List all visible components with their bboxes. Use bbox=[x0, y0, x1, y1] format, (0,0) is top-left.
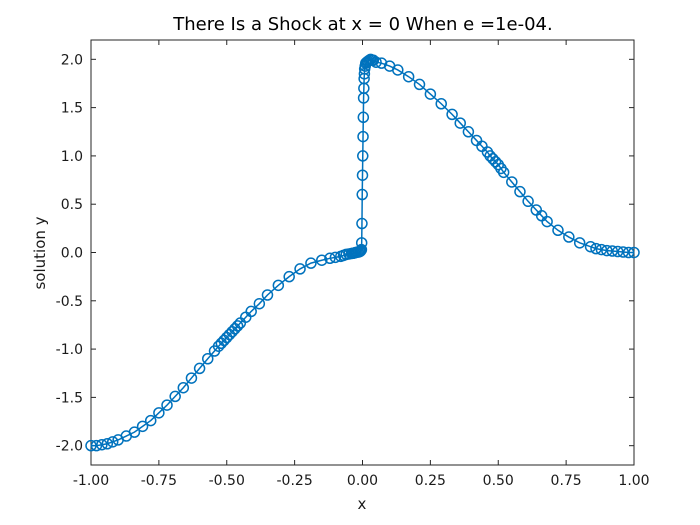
data-point bbox=[497, 166, 510, 179]
data-point bbox=[144, 414, 157, 427]
x-tick-label: 0.25 bbox=[415, 473, 446, 489]
data-point bbox=[305, 257, 317, 269]
y-tick-label: -2.0 bbox=[56, 439, 83, 455]
data-point bbox=[96, 438, 108, 451]
data-point bbox=[161, 399, 173, 411]
data-point bbox=[506, 176, 518, 188]
data-point bbox=[622, 246, 635, 259]
data-point bbox=[355, 243, 368, 256]
data-point bbox=[584, 240, 597, 253]
data-point bbox=[177, 381, 190, 394]
y-tick-label: 0.5 bbox=[61, 197, 83, 213]
data-point bbox=[329, 251, 342, 264]
data-point bbox=[185, 372, 198, 384]
data-point bbox=[563, 231, 575, 243]
data-point bbox=[424, 88, 437, 100]
data-point bbox=[169, 390, 181, 403]
data-point bbox=[514, 185, 526, 198]
data-point bbox=[356, 169, 369, 181]
data-point bbox=[153, 407, 165, 419]
data-point bbox=[202, 353, 214, 365]
data-point bbox=[85, 439, 97, 452]
data-point bbox=[402, 70, 415, 83]
data-point bbox=[357, 130, 369, 143]
x-tick-label: 1.00 bbox=[618, 473, 649, 489]
data-point bbox=[573, 237, 586, 249]
data-point bbox=[106, 436, 119, 448]
data-point bbox=[324, 252, 336, 265]
data-point bbox=[357, 150, 369, 162]
data-point bbox=[128, 426, 141, 438]
data-point bbox=[611, 245, 624, 258]
data-point bbox=[101, 438, 114, 450]
data-point bbox=[316, 254, 328, 266]
data-point bbox=[272, 279, 285, 292]
series-line bbox=[91, 58, 634, 447]
series-layer bbox=[85, 53, 640, 452]
y-tick-label: -1.0 bbox=[56, 342, 83, 358]
data-point bbox=[245, 305, 257, 318]
data-point bbox=[355, 237, 368, 249]
x-tick-label: -0.25 bbox=[277, 473, 313, 489]
chart-title: There Is a Shock at x = 0 When e =1e-04. bbox=[172, 14, 552, 35]
data-point bbox=[231, 320, 244, 332]
data-point bbox=[454, 117, 466, 129]
y-axis-label: solution y bbox=[31, 216, 49, 289]
data-point bbox=[193, 362, 206, 375]
x-tick-label: -0.50 bbox=[209, 473, 245, 489]
data-point bbox=[541, 215, 553, 228]
y-tick-label: 2.0 bbox=[61, 52, 83, 68]
y-tick-label: -0.5 bbox=[56, 294, 83, 310]
data-point bbox=[358, 68, 371, 80]
data-point bbox=[595, 243, 608, 256]
data-point bbox=[253, 297, 266, 310]
data-point bbox=[283, 270, 295, 283]
data-point bbox=[435, 98, 447, 110]
y-tick-label: 1.5 bbox=[61, 101, 83, 117]
x-tick-label: 0.50 bbox=[483, 473, 514, 489]
x-tick-label: 0.75 bbox=[551, 473, 582, 489]
x-tick-label: 0.00 bbox=[347, 473, 378, 489]
data-point bbox=[606, 245, 619, 257]
data-point bbox=[446, 108, 458, 121]
x-tick-label: -1.00 bbox=[73, 473, 109, 489]
data-point bbox=[294, 263, 306, 275]
data-point bbox=[552, 224, 564, 237]
data-point bbox=[462, 126, 475, 138]
data-point bbox=[590, 242, 602, 255]
x-axis-ticks: -1.00 -0.75 -0.50 -0.25 0.00 0.25 0.50 0.75 1.00 bbox=[73, 40, 650, 489]
data-point bbox=[413, 78, 426, 91]
x-axis-label: x bbox=[358, 495, 367, 513]
data-point bbox=[601, 244, 613, 257]
data-point bbox=[136, 420, 149, 433]
data-point bbox=[356, 188, 368, 201]
y-tick-label: 1.0 bbox=[61, 149, 83, 165]
y-axis-ticks: -2.0 -1.5 -1.0 -0.5 0.0 0.5 1.0 1.5 2.0 bbox=[56, 52, 634, 455]
x-tick-label: -0.75 bbox=[141, 473, 177, 489]
data-point bbox=[261, 289, 274, 301]
data-point bbox=[356, 217, 368, 230]
data-point bbox=[392, 64, 404, 76]
y-tick-label: 0.0 bbox=[61, 246, 83, 262]
data-point bbox=[617, 246, 629, 258]
data-point bbox=[628, 246, 640, 259]
data-point bbox=[522, 195, 534, 208]
data-point bbox=[90, 439, 103, 452]
data-point bbox=[370, 56, 382, 68]
y-tick-label: -1.5 bbox=[56, 390, 83, 406]
data-point bbox=[357, 111, 370, 124]
